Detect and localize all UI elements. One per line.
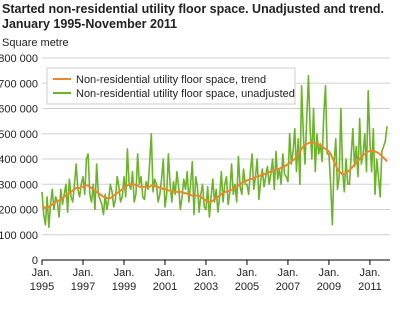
x-tick-label: Jan. 2011 xyxy=(358,267,382,293)
x-tick-label: Jan. 2003 xyxy=(194,267,218,293)
y-tick-label: 400 000 xyxy=(0,154,38,166)
y-tick-label: 0 xyxy=(32,255,38,267)
y-tick-label: 300 000 xyxy=(0,179,38,191)
x-tick-label: Jan. 1999 xyxy=(112,267,136,293)
y-tick-label: 200 000 xyxy=(0,205,38,217)
x-tick-label: Jan. 2005 xyxy=(235,267,259,293)
data-line xyxy=(41,74,388,228)
chart-title: Started non-residential utility floor sp… xyxy=(2,2,384,16)
legend-label: Non-residential utility floor space, tre… xyxy=(76,74,266,86)
legend: Non-residential utility floor space, tre… xyxy=(46,67,296,105)
y-tick-label: 700 000 xyxy=(0,78,38,90)
x-tick-label: Jan. 2007 xyxy=(276,267,300,293)
y-tick-label: 100 000 xyxy=(0,230,38,242)
y-tick-label: 500 000 xyxy=(0,129,38,141)
legend-label: Non-residential utility floor space, una… xyxy=(76,88,295,100)
x-tick-label: Jan. 2009 xyxy=(317,267,341,293)
legend-box xyxy=(46,67,296,105)
chart-subtitle: January 1995-November 2011 xyxy=(2,17,177,31)
y-tick-label: 600 000 xyxy=(0,104,38,116)
x-tick-label: Jan. 1995 xyxy=(30,267,54,293)
y-axis-label: Square metre xyxy=(2,37,69,49)
x-tick-label: Jan. 2001 xyxy=(153,267,177,293)
x-tick-label: Jan. 1997 xyxy=(71,267,95,293)
data-line xyxy=(41,141,388,210)
y-tick-label: 800 000 xyxy=(0,53,38,65)
